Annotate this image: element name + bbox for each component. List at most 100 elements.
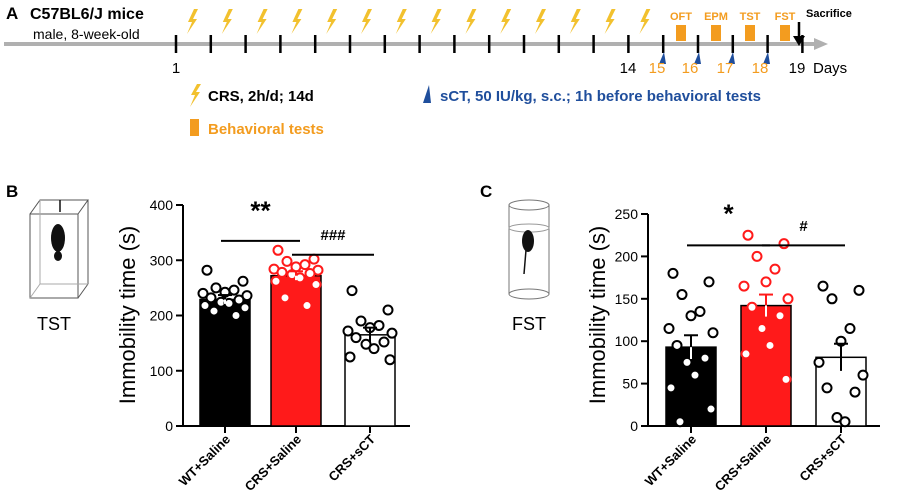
mouse-icon [522,230,534,275]
injection-triangle-icon [763,52,770,64]
day-label-18: 18 [752,60,769,77]
day-label-1: 1 [172,60,180,77]
data-point [350,332,362,344]
data-point [382,304,394,316]
lightning-bolt-icon [604,9,616,34]
y-axis-label: Immobility time (s) [585,226,610,404]
behavioral-test-blocks: OFT EPM TST FST [670,11,796,41]
data-point [780,373,792,385]
y-tick-label: 100 [150,363,174,379]
data-point [197,287,209,299]
x-tick-label: WT+Saline [642,432,699,489]
legend-behavioral: Behavioral tests [208,121,324,138]
data-point [663,322,675,334]
data-point [301,300,313,312]
data-point [764,339,776,351]
data-point [681,356,693,368]
day-label-19: 19 [789,60,806,77]
data-point [239,302,251,314]
lightning-bolt-icon [291,9,303,34]
data-point [742,229,754,241]
y-tick-label: 150 [615,291,639,307]
bar-wt-saline [199,298,251,427]
test-label-tst: TST [740,11,761,23]
data-point [738,280,750,292]
panel-a-timeline: A C57BL6/J mice male, 8-week-old OFT EPM T… [4,4,852,138]
data-point [853,284,865,296]
data-point [308,253,320,265]
day-label-14: 14 [620,60,637,77]
chart-c-plot: 0 50 100 150 200 250 WT+Saline CRS+Saline CRS+sC… [615,198,880,494]
data-point [817,280,829,292]
x-tick-label: CRS+sCT [796,431,849,484]
bar-crs-saline [270,274,322,427]
data-point [707,327,719,339]
data-point [228,284,240,296]
tail-suspension-box-icon [29,199,89,299]
data-point [676,289,688,301]
lightning-bolt-icon [187,9,198,34]
data-point [705,403,717,415]
behavioral-test-block [780,25,790,41]
data-point [210,282,222,294]
data-point [241,290,253,302]
data-point [774,310,786,322]
test-label-fst: FST [775,11,796,23]
data-point [233,294,245,306]
data-point [694,306,706,318]
data-point [279,292,291,304]
data-point [751,250,763,262]
legend-sct: sCT, 50 IU/kg, s.c.; 1h before behaviora… [440,88,761,105]
lightning-bolt-icon [430,9,442,34]
y-tick-label: 400 [150,197,174,213]
data-point [756,322,768,334]
data-point [342,325,354,337]
lightning-bolt-icon [465,9,477,34]
data-point [272,244,284,256]
injection-triangle-icon [694,52,701,64]
y-tick-label: 50 [622,376,638,392]
x-tick-label: CRS+sCT [325,431,378,484]
data-point [769,263,781,275]
x-tick-label: WT+Saline [176,432,233,489]
lightning-bolt-icon [256,9,268,34]
timeline-arrowhead [814,38,828,50]
chart-b-plot: 0 100 200 300 400 WT+Saline CRS+Saline CRS+sCT *… [150,195,410,494]
data-point [778,238,790,250]
timeline-ticks [174,35,804,53]
injection-triangle-icon [659,52,666,64]
test-label-epm: EPM [704,11,728,23]
data-point [368,343,380,355]
panel-c-letter: C [480,182,492,201]
day-label-15: 15 [649,60,666,77]
lightning-bolt-icon [361,9,372,34]
data-point [237,275,249,287]
data-point [360,338,372,350]
data-point [857,369,869,381]
days-unit-label: Days [813,60,847,77]
data-point [813,356,825,368]
behavioral-test-swatch [190,119,199,136]
data-point [384,354,396,366]
lightning-bolt-icon [395,9,407,34]
data-point [281,255,293,267]
panel-b: B TST Immobility time (s) 0 100 200 300 400 W… [6,182,410,494]
data-point [821,382,833,394]
legend-crs: CRS, 2h/d; 14d [208,88,314,105]
data-point [826,293,838,305]
data-point [746,301,758,313]
injection-triangle-icon [728,52,735,64]
data-point [703,276,715,288]
behavioral-test-block [745,25,755,41]
data-point [355,315,367,327]
behavioral-test-block [676,25,686,41]
data-point [671,339,683,351]
panel-b-letter: B [6,182,18,201]
data-point [674,416,686,428]
x-tick-label: CRS+Saline [242,432,304,494]
panel-c: C FST Immobility time (s) 0 50 100 150 200 25… [480,182,880,494]
y-tick-label: 250 [615,206,639,222]
x-tick-label: CRS+Saline [712,432,774,494]
y-tick-label: 200 [615,248,639,264]
